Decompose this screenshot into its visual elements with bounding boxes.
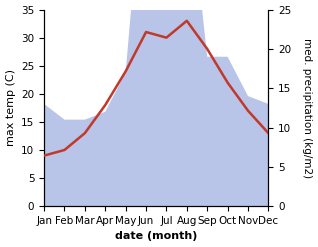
Y-axis label: max temp (C): max temp (C) [5,69,16,146]
Y-axis label: med. precipitation (kg/m2): med. precipitation (kg/m2) [302,38,313,178]
X-axis label: date (month): date (month) [115,231,197,242]
